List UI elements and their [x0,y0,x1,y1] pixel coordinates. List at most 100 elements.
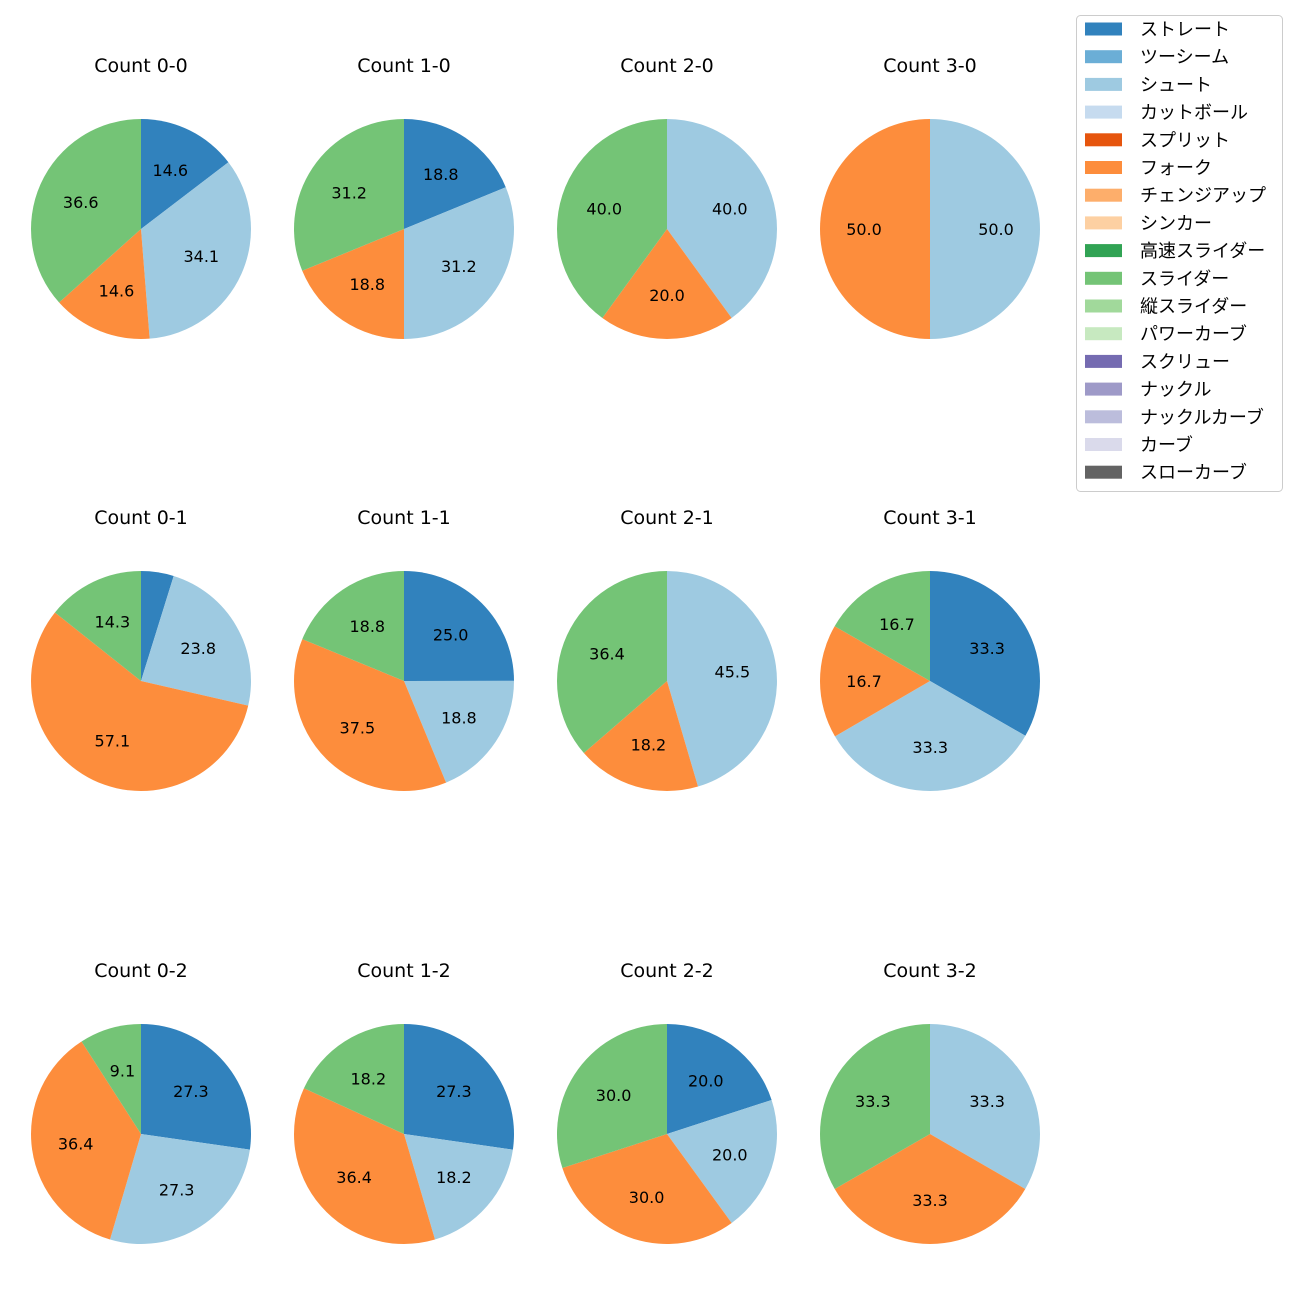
legend-item: 高速スライダー [1085,241,1265,262]
pie-chart: Count 3-0 50.0 50.0 [820,55,1040,339]
legend-item: スクリュー [1085,352,1230,373]
pie-slice [141,1024,251,1150]
pie-slice [583,681,698,791]
legend-swatch [1085,188,1122,202]
legend-swatch [1085,465,1122,479]
legend-label: スローカーブ [1140,462,1247,484]
slice-label: 14.6 [152,161,188,180]
legend-label: チェンジアップ [1140,186,1266,207]
legend-item: ツーシーム [1085,47,1229,68]
pie-slice [293,1088,435,1244]
legend-item: カーブ [1085,434,1193,456]
pie-slice [404,1024,514,1150]
slice-label: 20.0 [649,286,685,305]
slice-label: 20.0 [688,1072,724,1091]
legend-swatch [1085,299,1122,313]
pie-slice [602,229,732,340]
slice-label: 9.1 [110,1062,135,1081]
pie-title: Count 3-1 [883,507,977,529]
pie-slice [820,119,930,339]
legend-item: スプリット [1085,130,1230,151]
legend-label: 高速スライダー [1140,241,1265,262]
pie-title: Count 0-0 [94,55,188,77]
pie-title: Count 0-2 [94,960,188,982]
legend-label: シュート [1140,75,1212,96]
pie-slice [667,1024,772,1134]
slice-label: 57.1 [95,731,131,750]
slice-label: 50.0 [978,220,1014,239]
pie-slice [141,575,252,706]
pie-title: Count 2-1 [620,507,714,529]
legend-swatch [1085,133,1122,147]
legend-item: カットボール [1085,103,1248,124]
legend-swatch [1085,22,1122,36]
pie-slice [930,1024,1040,1189]
legend-item: スローカーブ [1085,462,1247,484]
pie-title: Count 2-0 [620,55,714,77]
legend-label: ストレート [1140,20,1230,41]
pie-slice [834,681,1026,792]
legend-label: スクリュー [1140,352,1230,373]
slice-label: 18.8 [441,709,477,728]
pie-slice [556,119,667,318]
pie-slice [293,639,447,791]
pie-chart: Count 1-2 27.3 18.2 36.4 18.2 [293,960,514,1244]
slice-label: 33.3 [912,738,948,757]
slice-label: 16.7 [879,615,915,634]
slice-label: 14.6 [99,281,135,300]
pie-slice [667,571,777,787]
slice-label: 18.2 [351,1069,387,1088]
pie-chart: Count 2-0 40.0 20.0 40.0 [556,55,778,340]
pie-slice [834,1134,1026,1244]
slice-label: 27.3 [159,1181,195,1200]
slice-label: 33.3 [912,1191,948,1210]
slice-label: 31.2 [331,183,367,202]
pie-slice [404,680,515,783]
slice-label: 33.3 [855,1092,891,1111]
slice-label: 18.8 [349,275,385,294]
slice-label: 23.8 [180,639,216,658]
legend-label: シンカー [1140,213,1212,234]
legend-swatch [1085,382,1122,396]
legend-item: パワーカーブ [1085,323,1247,345]
slice-label: 16.7 [846,672,882,691]
slice-label: 31.2 [441,257,477,276]
slice-label: 36.6 [63,193,99,212]
legend-label: フォーク [1140,158,1212,179]
legend-swatch [1085,105,1122,119]
pie-slice [81,1024,141,1134]
pie-slice [667,1100,778,1223]
legend-swatch [1085,77,1122,91]
slice-label: 18.8 [423,165,459,184]
legend-item: シュート [1085,75,1212,96]
legend-item: ストレート [1085,20,1230,41]
pie-slice [141,571,174,681]
slice-label: 30.0 [596,1086,632,1105]
pie-slice [562,1134,732,1245]
pie-slice [141,162,251,339]
legend-label: パワーカーブ [1140,323,1247,345]
pie-chart: Count 3-2 33.3 33.3 33.3 [820,960,1040,1244]
pie-title: Count 3-0 [883,55,977,77]
pie-slice [930,119,1040,339]
pie-title: Count 3-2 [883,960,977,982]
legend-item: ナックルカーブ [1085,406,1264,428]
legend-swatch [1085,410,1122,424]
slice-label: 33.3 [969,639,1005,658]
legend-swatch [1085,271,1122,285]
pie-title: Count 2-2 [620,960,714,982]
pie-slice [303,1023,404,1134]
pie-slice [667,119,778,318]
pie-slice [31,1041,141,1240]
pie-slice [834,571,930,681]
legend-swatch [1085,244,1122,258]
legend-label: ナックルカーブ [1140,406,1264,428]
pie-slice [302,229,404,339]
slice-label: 27.3 [436,1082,472,1101]
slice-label: 36.4 [589,645,625,664]
slice-label: 25.0 [433,625,469,644]
pie-slice [404,119,506,229]
pie-chart: Count 0-2 27.3 27.3 36.4 9.1 [31,960,251,1244]
legend: ストレートツーシームシュートカットボールスプリットフォークチェンジアップシンカー… [1076,15,1283,492]
